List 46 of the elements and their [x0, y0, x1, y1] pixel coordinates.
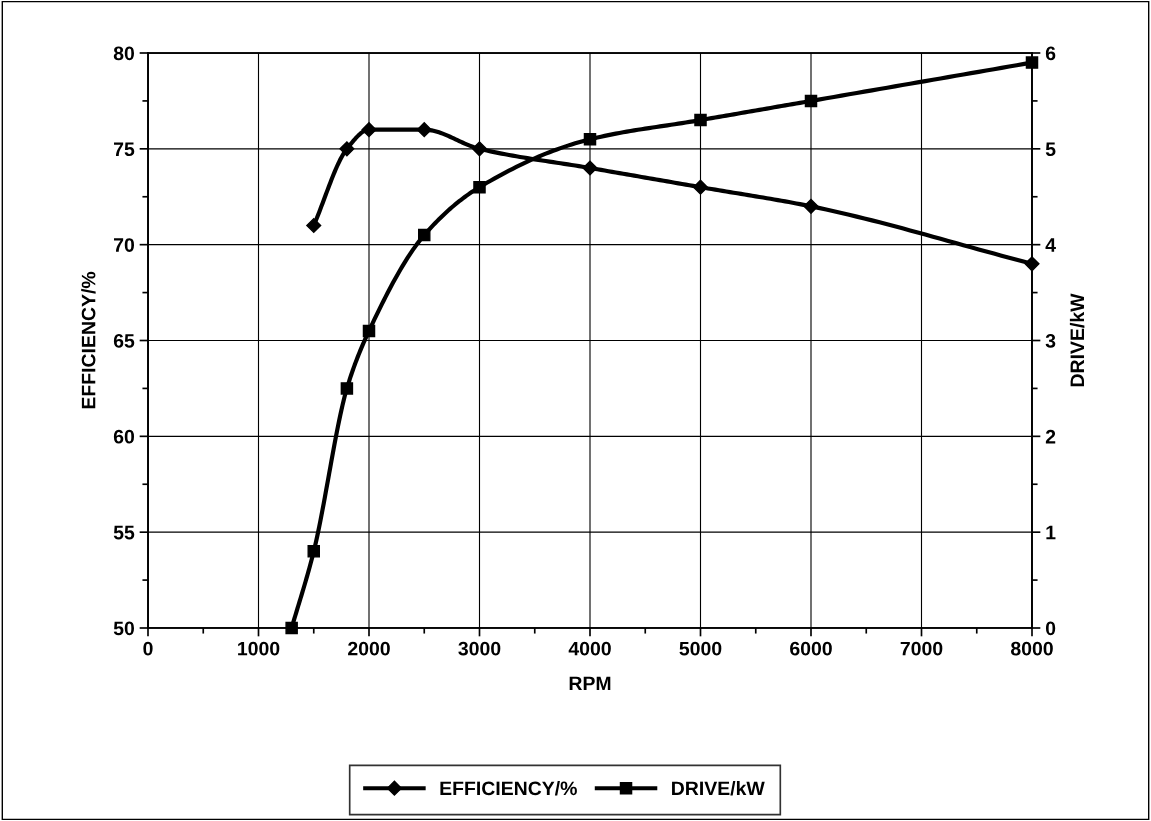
y2-tick-label: 1: [1046, 525, 1056, 540]
point: [340, 382, 354, 395]
point: [285, 621, 298, 635]
x-tick-label: 5000: [679, 641, 722, 656]
x-tick-label: 0: [143, 641, 153, 656]
point: [361, 122, 377, 138]
y-tick-label: 50: [113, 621, 135, 636]
point: [803, 198, 819, 214]
x-tick-label: 6000: [790, 641, 832, 656]
y2-tick-label: 3: [1045, 333, 1056, 348]
x-axis-title: RPM: [569, 676, 611, 691]
x-tick-label: 4000: [568, 641, 611, 656]
point: [362, 324, 376, 338]
point: [473, 180, 486, 194]
x-tick-label: 2000: [348, 641, 390, 656]
y-tick-label: 60: [113, 429, 135, 444]
y-axis-title: EFFICIENCY/%: [81, 271, 96, 409]
y-tick-label: 70: [114, 238, 135, 252]
point: [692, 179, 709, 195]
x-tick-label: 1000: [238, 641, 280, 656]
point: [471, 141, 488, 157]
y2-tick-label: 0: [1045, 621, 1056, 636]
point: [582, 160, 598, 176]
legend-label: EFFICIENCY/%: [440, 780, 577, 796]
point: [416, 122, 432, 138]
point: [1025, 56, 1039, 69]
y-tick-label: 80: [113, 46, 135, 61]
y-tick-label: 55: [113, 525, 135, 540]
point: [339, 141, 355, 157]
y2-tick-label: 6: [1045, 46, 1056, 61]
y-tick-label: 75: [114, 142, 135, 157]
point: [417, 228, 431, 242]
y2-tick-label: 5: [1045, 142, 1056, 157]
y2-tick-label: 2: [1045, 429, 1056, 444]
point: [583, 132, 597, 146]
legend-label: DRIVE/kW: [672, 780, 765, 796]
y-tick-label: 65: [113, 333, 135, 348]
x-tick-label: 8000: [1010, 641, 1053, 656]
x-tick-label: 3000: [458, 641, 501, 656]
point: [307, 545, 321, 558]
point: [804, 94, 818, 108]
y2-axis-title: DRIVE/kW: [1069, 293, 1085, 387]
point: [694, 113, 707, 127]
point: [306, 217, 322, 234]
x-tick-label: 7000: [900, 641, 943, 656]
y2-tick-label: 4: [1045, 238, 1056, 252]
